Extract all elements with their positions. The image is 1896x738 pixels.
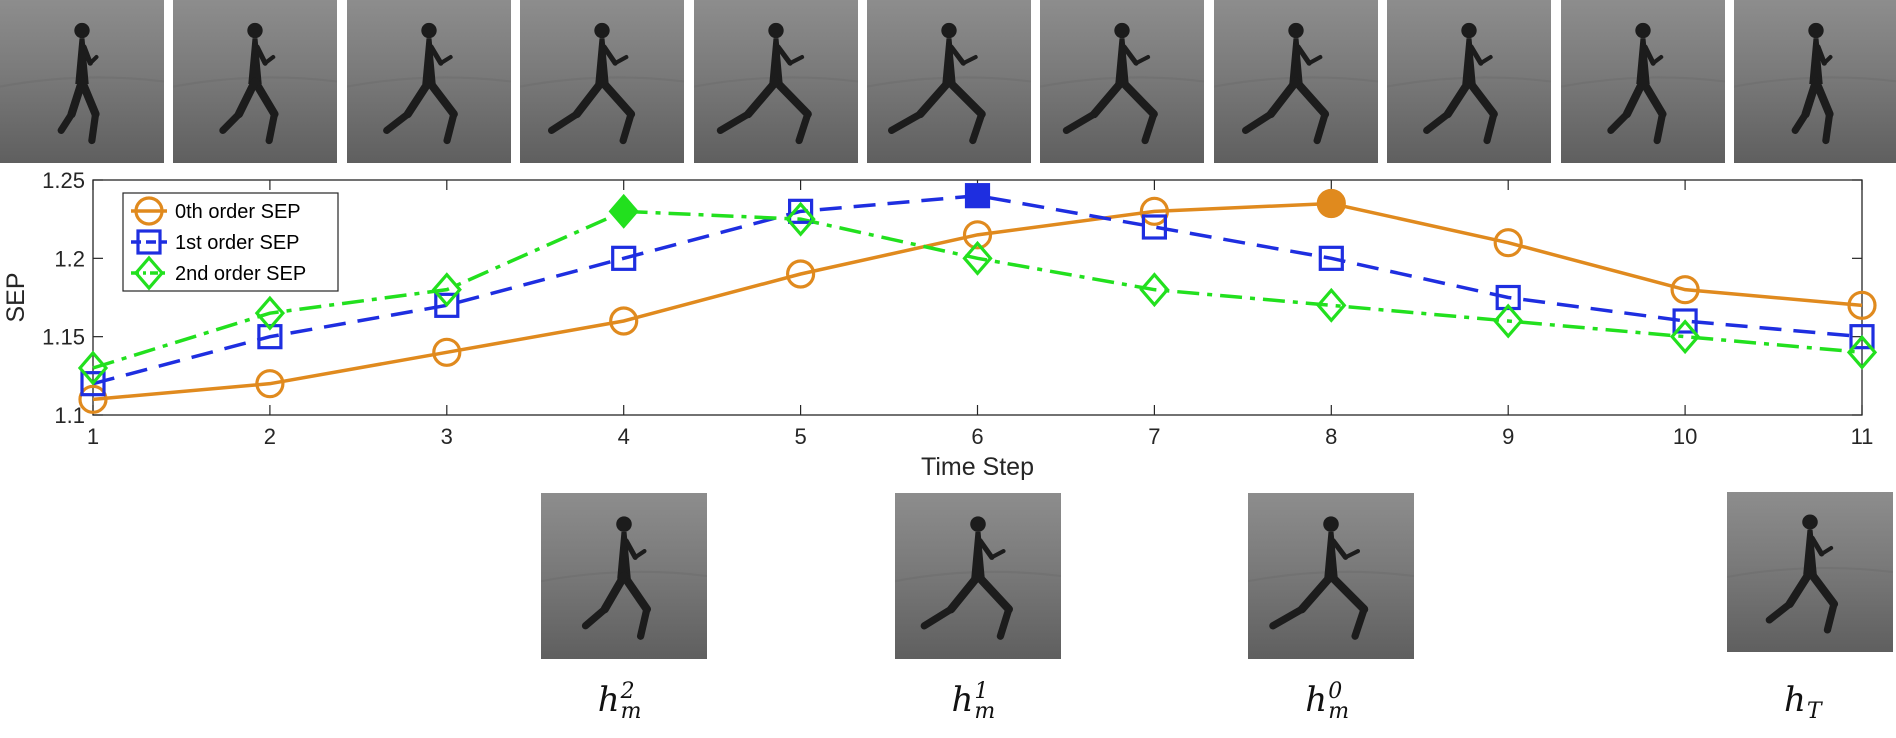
y-axis-title: SEP — [2, 272, 30, 322]
legend-marker-2 — [133, 255, 165, 291]
sep-line-chart: 1 2 3 4 5 6 7 8 9 10 11 1.1 1.15 1.2 1.25 Time Step SEP 0… — [2, 168, 1878, 481]
video-frame-9 — [1387, 0, 1552, 163]
series-1-point-11 — [1849, 324, 1875, 350]
x-tick-label: 9 — [1502, 424, 1514, 449]
x-tick-label: 4 — [618, 424, 630, 449]
series-2-point-5 — [785, 201, 816, 237]
video-frame-5 — [693, 0, 858, 163]
legend-label-0: 0th order SEP — [175, 201, 301, 223]
series-1-point-10 — [1672, 308, 1698, 334]
key-frame-1 — [894, 493, 1061, 659]
series-line-0 — [92, 201, 1863, 402]
series-0-point-6 — [962, 220, 993, 250]
video-frame-4 — [520, 0, 685, 163]
caption-base: h — [951, 680, 974, 720]
video-frame-11 — [1734, 0, 1896, 163]
caption-superscript: 2 — [620, 679, 635, 704]
caption-base: h — [1784, 680, 1806, 720]
series-2-point-7 — [1139, 272, 1170, 308]
video-frame-2 — [173, 0, 338, 163]
key-frame-2 — [1248, 493, 1415, 659]
series-1-point-9 — [1495, 284, 1521, 311]
x-tick-label: 7 — [1148, 424, 1160, 449]
caption-base: h — [597, 680, 620, 720]
x-tick-label: 11 — [1851, 424, 1874, 449]
y-tick-label: 1.2 — [54, 246, 85, 271]
series-2-point-3 — [431, 272, 462, 308]
series-1-point-4 — [611, 245, 637, 271]
series-0-point-11 — [1847, 290, 1877, 320]
video-frame-10 — [1560, 0, 1725, 163]
caption-base: h — [1305, 680, 1328, 720]
x-tick-label: 2 — [264, 424, 276, 449]
x-tick-label: 1 — [87, 424, 99, 449]
x-tick-label: 5 — [794, 424, 806, 449]
video-frame-3 — [346, 0, 511, 163]
video-frame-7 — [1040, 0, 1205, 163]
legend-marker-0 — [134, 196, 164, 226]
caption-subscript: m — [620, 699, 642, 724]
series-0-point-7 — [1139, 196, 1170, 226]
series-0-point-9 — [1493, 228, 1523, 258]
x-axis-title: Time Step — [921, 453, 1034, 481]
y-tick-label: 1.1 — [54, 403, 85, 428]
caption-subscript: m — [974, 699, 996, 724]
series-0-point-5 — [785, 259, 816, 289]
key-frame-0 — [540, 493, 707, 659]
series-2-point-2 — [254, 295, 286, 331]
series-2-point-10 — [1669, 319, 1701, 355]
x-tick-label: 6 — [971, 424, 983, 449]
video-frame-8 — [1213, 0, 1378, 163]
series-0-point-3 — [432, 337, 462, 367]
legend-label-1: 1st order SEP — [175, 232, 300, 254]
series-2-point-8 — [1316, 287, 1347, 323]
series-1-point-2 — [257, 324, 283, 350]
series-1-point-5 — [787, 198, 814, 224]
x-tick-label: 8 — [1325, 424, 1337, 449]
legend-label-2: 2nd order SEP — [175, 263, 306, 285]
series-1-point-8 — [1318, 245, 1344, 271]
series-line-2 — [92, 209, 1863, 370]
caption-superscript: 0 — [1328, 679, 1343, 704]
caption-superscript: 1 — [974, 679, 989, 704]
caption-subscript: m — [1328, 699, 1350, 724]
x-tick-label: 10 — [1673, 424, 1697, 449]
series-2-point-9 — [1493, 303, 1524, 339]
series-2-point-1 — [77, 350, 109, 386]
series-0-point-2 — [255, 369, 285, 399]
plot-area — [92, 179, 1863, 416]
series-1-point-3 — [434, 292, 460, 318]
series-2-point-6 — [962, 240, 993, 276]
series-0-point-10 — [1670, 275, 1700, 305]
video-frame-1 — [0, 0, 164, 163]
series-1-point-1 — [80, 371, 106, 397]
series-1-point-7 — [1141, 214, 1168, 240]
y-tick-label: 1.25 — [42, 168, 85, 193]
series-0-point-4 — [609, 306, 639, 336]
caption-subscript: T — [1806, 699, 1822, 724]
key-frame-3 — [1727, 492, 1893, 652]
series-line-1 — [92, 193, 1863, 386]
x-tick-label: 3 — [441, 424, 453, 449]
series-2-point-4 — [608, 193, 639, 229]
series-0-point-1 — [78, 384, 108, 414]
series-2-point-11 — [1846, 334, 1878, 370]
legend-marker-1 — [136, 229, 162, 255]
y-tick-label: 1.15 — [42, 325, 85, 350]
series-1-point-6 — [964, 183, 991, 209]
series-0-point-8 — [1316, 188, 1346, 219]
video-frame-6 — [867, 0, 1031, 163]
